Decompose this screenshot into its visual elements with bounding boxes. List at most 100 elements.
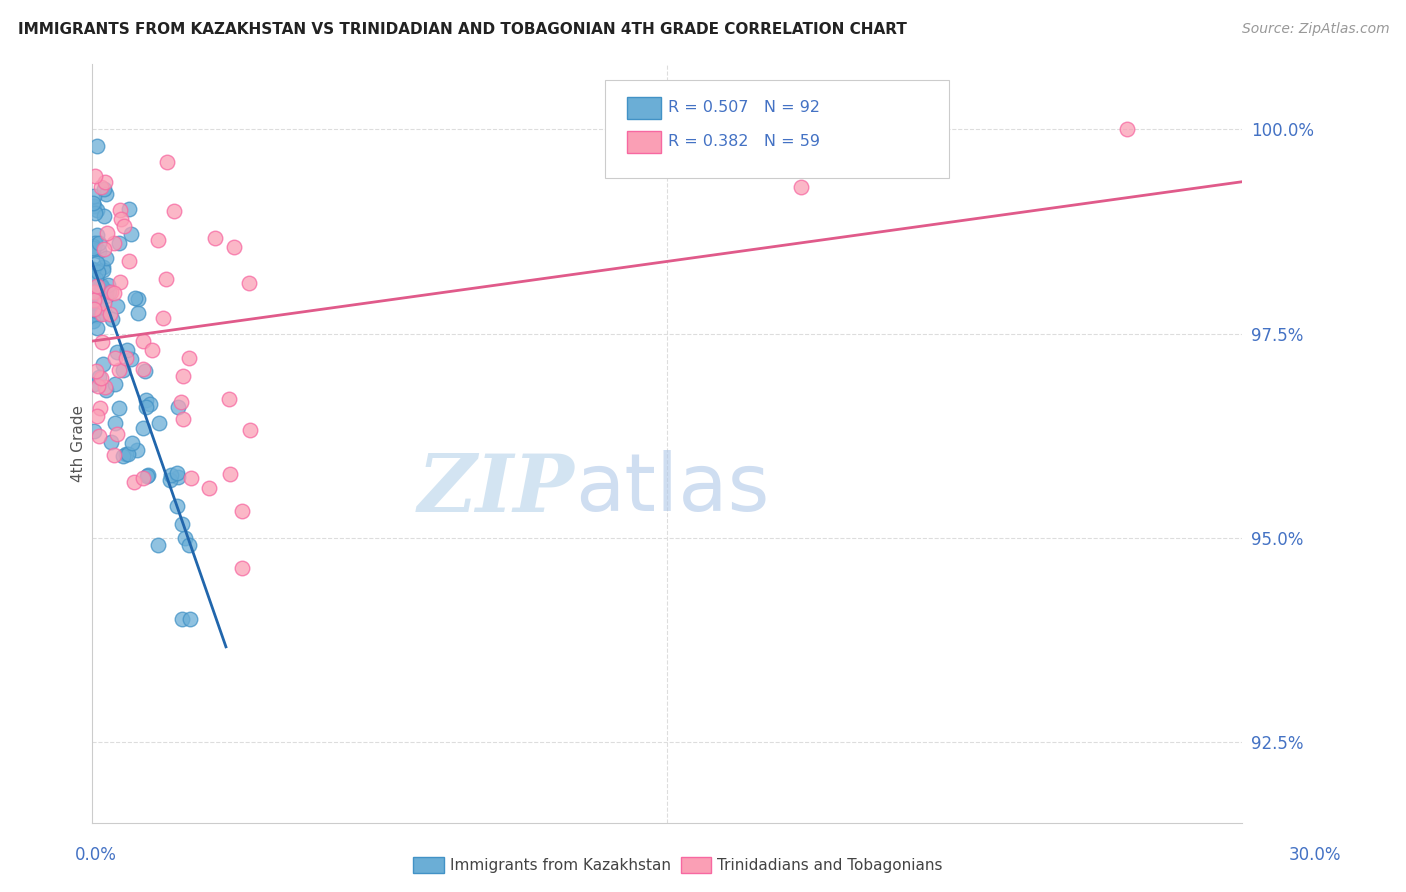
- Point: [108, 202, 131, 217]
- Point: [84, 206, 107, 220]
- Point: [132, 471, 155, 485]
- Point: [104, 351, 127, 365]
- Point: [120, 351, 142, 366]
- Point: [174, 531, 197, 545]
- Point: [166, 466, 188, 480]
- Point: [177, 351, 200, 365]
- Point: [166, 499, 188, 513]
- Point: [127, 306, 149, 320]
- Point: [83, 199, 105, 213]
- Point: [238, 277, 260, 291]
- Point: [86, 228, 108, 243]
- Point: [83, 303, 105, 318]
- Point: [91, 334, 114, 349]
- Point: [219, 467, 242, 481]
- Point: [83, 293, 105, 307]
- Text: 0.0%: 0.0%: [75, 846, 117, 863]
- Point: [170, 612, 193, 626]
- Point: [117, 343, 139, 358]
- Point: [87, 244, 110, 259]
- Point: [107, 426, 129, 441]
- Point: [163, 204, 186, 219]
- Point: [167, 470, 190, 484]
- Point: [239, 423, 262, 437]
- Point: [177, 538, 200, 552]
- Point: [167, 400, 190, 414]
- Point: [231, 561, 253, 575]
- Point: [83, 281, 105, 295]
- Point: [172, 368, 194, 383]
- Point: [198, 482, 221, 496]
- Point: [218, 392, 240, 406]
- Point: [94, 187, 117, 202]
- Point: [124, 475, 146, 490]
- Point: [105, 300, 128, 314]
- Point: [120, 227, 142, 241]
- Point: [127, 442, 149, 457]
- Point: [86, 279, 108, 293]
- Point: [89, 401, 111, 416]
- Point: [104, 377, 127, 392]
- Text: Trinidadians and Tobagonians: Trinidadians and Tobagonians: [717, 858, 942, 872]
- Point: [83, 285, 105, 299]
- Point: [180, 471, 202, 485]
- Point: [83, 376, 105, 391]
- Text: ZIP: ZIP: [418, 450, 575, 528]
- Point: [87, 297, 110, 311]
- Point: [89, 429, 111, 443]
- Point: [103, 448, 125, 462]
- Point: [204, 230, 226, 244]
- Point: [111, 449, 134, 463]
- Point: [83, 301, 105, 316]
- Point: [82, 241, 104, 255]
- Point: [83, 308, 105, 322]
- Text: IMMIGRANTS FROM KAZAKHSTAN VS TRINIDADIAN AND TOBAGONIAN 4TH GRADE CORRELATION C: IMMIGRANTS FROM KAZAKHSTAN VS TRINIDADIA…: [18, 22, 907, 37]
- Point: [87, 235, 110, 250]
- Point: [83, 189, 105, 203]
- Point: [124, 291, 146, 305]
- Point: [91, 280, 114, 294]
- Point: [104, 416, 127, 430]
- Point: [139, 396, 162, 410]
- Point: [134, 393, 156, 408]
- Point: [89, 370, 111, 384]
- Point: [231, 504, 253, 518]
- Point: [1115, 122, 1137, 136]
- Point: [84, 364, 107, 378]
- Point: [93, 182, 115, 196]
- Point: [136, 468, 159, 483]
- Point: [93, 209, 115, 223]
- Point: [103, 285, 125, 300]
- Point: [110, 211, 132, 226]
- Point: [103, 235, 125, 250]
- Point: [224, 240, 246, 254]
- Point: [152, 311, 174, 326]
- Point: [94, 383, 117, 397]
- Point: [94, 175, 117, 189]
- Point: [82, 270, 104, 285]
- Point: [112, 219, 135, 233]
- Text: 30.0%: 30.0%: [1288, 846, 1341, 863]
- Point: [89, 307, 111, 321]
- Point: [97, 278, 120, 293]
- Point: [159, 473, 181, 487]
- Point: [91, 307, 114, 321]
- Point: [86, 409, 108, 424]
- Point: [96, 226, 118, 240]
- Point: [108, 275, 131, 289]
- Point: [790, 179, 813, 194]
- Point: [131, 334, 153, 348]
- Point: [155, 272, 177, 286]
- Point: [90, 180, 112, 194]
- Point: [86, 321, 108, 335]
- Point: [82, 238, 104, 252]
- Point: [84, 290, 107, 304]
- Point: [82, 244, 104, 258]
- Point: [141, 343, 163, 358]
- Point: [107, 363, 129, 377]
- Text: R = 0.507   N = 92: R = 0.507 N = 92: [668, 101, 820, 115]
- Text: R = 0.382   N = 59: R = 0.382 N = 59: [668, 135, 820, 149]
- Point: [127, 292, 149, 306]
- Point: [117, 202, 139, 216]
- Point: [90, 301, 112, 315]
